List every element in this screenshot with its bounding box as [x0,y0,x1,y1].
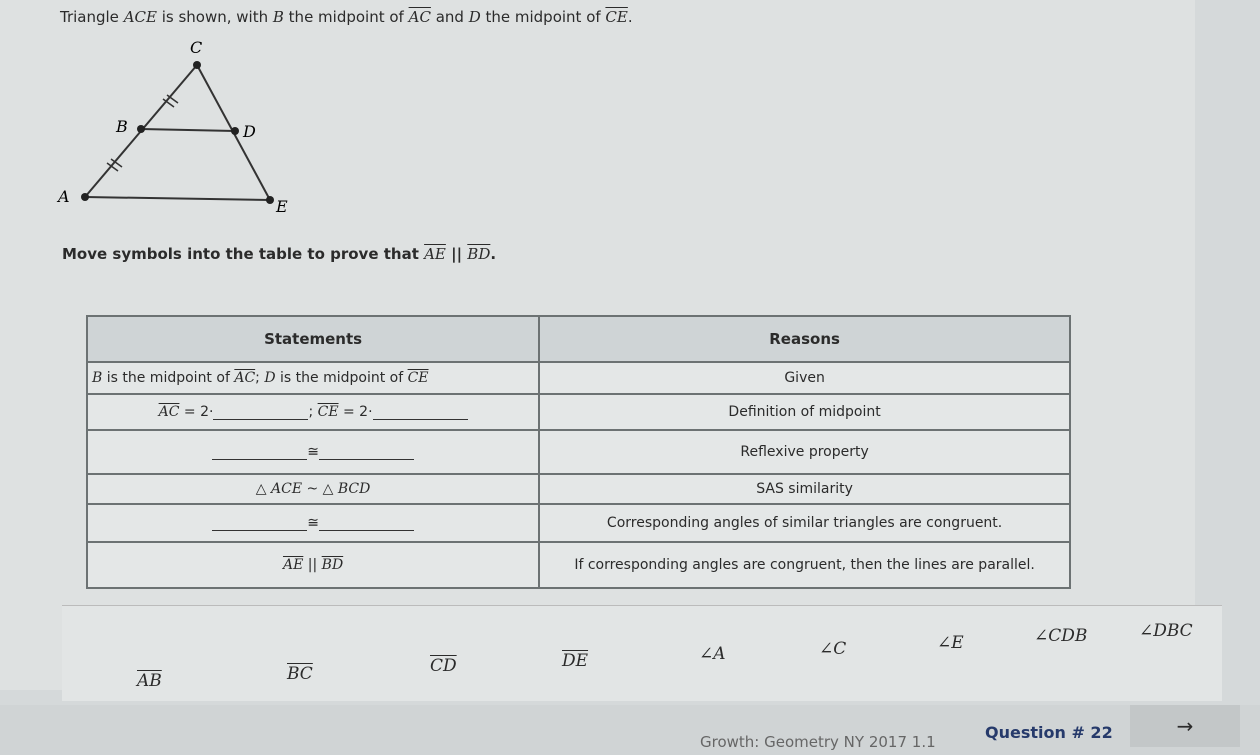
symbol-tray: AB BC CD DE ∠A ∠C ∠E ∠CDB ∠DBC [62,605,1222,701]
label-b: B [115,117,128,136]
table-row: AC = 2·; CE = 2· Definition of midpoint [85,393,1071,431]
arrow-right-icon: → [1176,714,1194,738]
label-d: D [242,122,256,141]
reasons-header: Reasons [538,315,1071,363]
drop-slot[interactable] [212,516,308,531]
next-button[interactable]: → [1130,705,1240,747]
question-number: Question # 22 [985,723,1113,742]
label-a: A [56,187,70,206]
symbol-bc[interactable]: BC [287,664,313,684]
footer-bar: Growth: Geometry NY 2017 1.1 Question # … [0,705,1260,755]
drop-slot[interactable] [212,445,308,460]
symbol-de[interactable]: DE [562,651,589,671]
table-row: ≅ Reflexive property [85,429,1071,475]
question-prompt: Triangle ACE is shown, with B the midpoi… [60,8,633,26]
symbol-ab[interactable]: AB [137,671,162,691]
table-row: B is the midpoint of AC; D is the midpoi… [85,361,1071,395]
symbol-angle-c[interactable]: ∠C [819,639,847,659]
course-name: Growth: Geometry NY 2017 1.1 [700,733,936,751]
statements-header: Statements [85,315,541,363]
table-row: AE || BD If corresponding angles are cong… [85,541,1071,589]
symbol-angle-e[interactable]: ∠E [937,633,964,653]
drop-slot[interactable] [213,405,309,420]
triangle-diagram: A C B D E [56,38,288,216]
table-row: △ ACE ~ △ BCD SAS similarity [85,473,1071,505]
drop-slot[interactable] [372,405,468,420]
table-row: ≅ Corresponding angles of similar triangl… [85,503,1071,543]
drop-slot[interactable] [318,445,414,460]
symbol-angle-dbc[interactable]: ∠DBC [1139,621,1193,641]
drop-slot[interactable] [318,516,414,531]
label-c: C [190,38,202,57]
symbol-angle-cdb[interactable]: ∠CDB [1034,626,1088,646]
proof-table: Statements Reasons B is the midpoint of A… [85,315,1071,589]
instruction: Move symbols into the table to prove tha… [62,245,497,263]
symbol-angle-a[interactable]: ∠A [699,644,726,664]
label-e: E [275,197,288,216]
symbol-cd[interactable]: CD [430,656,457,676]
